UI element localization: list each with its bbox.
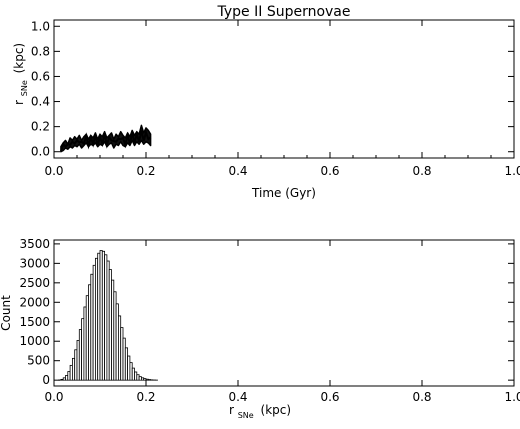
top-series-line bbox=[59, 128, 152, 152]
bottom-y-tick-label: 1500 bbox=[19, 315, 50, 329]
top-y-axis-label-group: r SNe (kpc) bbox=[12, 43, 30, 105]
top-y-axis-label-unit: (kpc) bbox=[12, 43, 26, 74]
top-series bbox=[59, 124, 152, 153]
top-y-tick-label: 0.2 bbox=[31, 120, 50, 134]
top-x-axis: 0.0 0.2 0.4 0.6 0.8 1.0 bbox=[44, 20, 520, 178]
top-x-tick-label: 0.8 bbox=[412, 164, 431, 178]
top-y-tick-label: 0.4 bbox=[31, 95, 50, 109]
bottom-y-tick-label: 500 bbox=[27, 354, 50, 368]
bottom-x-tick-label: 1.0 bbox=[504, 390, 520, 404]
top-x-axis-label: Time (Gyr) bbox=[251, 186, 316, 200]
bottom-x-axis-label: r SNe (kpc) bbox=[229, 403, 291, 421]
bottom-y-tick-label: 3000 bbox=[19, 256, 50, 270]
top-x-tick-label: 0.6 bbox=[320, 164, 339, 178]
bottom-histogram-bars bbox=[58, 250, 158, 381]
bottom-x-axis-label-main: r bbox=[229, 403, 234, 417]
top-chart: Type II Supernovae 0.0 0.2 0.4 0.6 0.8 1.0 0.… bbox=[12, 4, 520, 200]
bottom-x-axis-label-unit: (kpc) bbox=[261, 403, 292, 417]
top-x-tick-label: 1.0 bbox=[504, 164, 520, 178]
bottom-x-tick-label: 0.8 bbox=[412, 390, 431, 404]
top-y-tick-label: 0.0 bbox=[31, 145, 50, 159]
bottom-x-tick-label: 0.6 bbox=[320, 390, 339, 404]
bottom-y-axis: 0 500 1000 1500 2000 2500 3000 3500 bbox=[19, 237, 514, 387]
top-x-tick-label: 0.2 bbox=[136, 164, 155, 178]
bottom-x-axis-label-sub: SNe bbox=[238, 411, 254, 420]
bottom-y-tick-label: 2500 bbox=[19, 276, 50, 290]
bottom-plot-frame bbox=[53, 239, 515, 387]
top-y-tick-label: 1.0 bbox=[31, 19, 50, 33]
bottom-x-tick-label: 0.2 bbox=[136, 390, 155, 404]
bottom-x-tick-label: 0.0 bbox=[44, 390, 63, 404]
bottom-y-tick-label: 3500 bbox=[19, 237, 50, 251]
bottom-y-tick-label: 2000 bbox=[19, 295, 50, 309]
top-y-axis-label: r SNe (kpc) bbox=[12, 43, 30, 105]
top-x-tick-label: 0.0 bbox=[44, 164, 63, 178]
top-y-axis-label-main: r bbox=[12, 100, 26, 105]
top-y-tick-label: 0.8 bbox=[31, 44, 50, 58]
top-x-tick-label: 0.4 bbox=[228, 164, 247, 178]
bottom-y-tick-label: 0 bbox=[42, 373, 50, 387]
top-y-tick-label: 0.6 bbox=[31, 69, 50, 83]
bottom-y-tick-label: 1000 bbox=[19, 334, 50, 348]
bottom-y-axis-label: Count bbox=[0, 295, 13, 331]
bottom-x-tick-label: 0.4 bbox=[228, 390, 247, 404]
top-y-axis-label-sub: SNe bbox=[20, 80, 29, 96]
top-chart-title: Type II Supernovae bbox=[217, 4, 351, 20]
bottom-x-axis: 0.0 0.2 0.4 0.6 0.8 1.0 bbox=[44, 240, 520, 404]
top-y-axis: 0.0 0.2 0.4 0.6 0.8 1.0 bbox=[31, 19, 514, 159]
